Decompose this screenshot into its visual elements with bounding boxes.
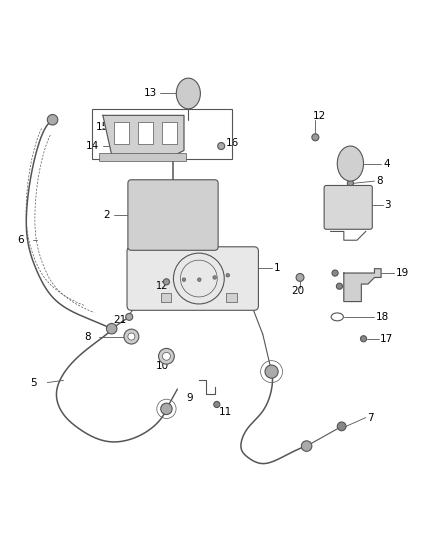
Circle shape <box>312 134 319 141</box>
Bar <box>162 122 177 144</box>
FancyBboxPatch shape <box>128 180 218 251</box>
Circle shape <box>360 336 367 342</box>
Text: 2: 2 <box>103 210 110 220</box>
Circle shape <box>218 142 225 150</box>
Circle shape <box>332 270 338 276</box>
Circle shape <box>337 422 346 431</box>
Bar <box>161 293 171 302</box>
Circle shape <box>296 273 304 281</box>
Circle shape <box>226 273 230 277</box>
Text: 12: 12 <box>155 281 168 291</box>
Text: 17: 17 <box>380 334 393 344</box>
Text: 9: 9 <box>186 393 193 403</box>
Text: 12: 12 <box>313 111 326 122</box>
Ellipse shape <box>337 146 364 181</box>
Bar <box>92 109 232 159</box>
Text: 8: 8 <box>376 176 382 186</box>
Circle shape <box>214 401 220 408</box>
Bar <box>114 122 129 144</box>
Circle shape <box>47 115 58 125</box>
Text: 1: 1 <box>274 263 280 272</box>
Text: 16: 16 <box>226 138 239 148</box>
Circle shape <box>126 313 133 320</box>
Circle shape <box>159 349 174 364</box>
Circle shape <box>106 324 117 334</box>
Text: 6: 6 <box>18 235 24 245</box>
Circle shape <box>265 365 278 378</box>
Text: 3: 3 <box>385 200 391 210</box>
FancyBboxPatch shape <box>127 247 258 310</box>
Text: 15: 15 <box>95 122 109 132</box>
Circle shape <box>198 278 201 281</box>
Circle shape <box>161 403 172 415</box>
Circle shape <box>124 329 139 344</box>
Text: 21: 21 <box>113 315 126 325</box>
Text: 10: 10 <box>155 361 169 372</box>
Circle shape <box>163 279 170 285</box>
Circle shape <box>128 333 135 340</box>
Circle shape <box>301 441 312 451</box>
Bar <box>138 122 153 144</box>
Text: 13: 13 <box>144 88 157 99</box>
Circle shape <box>213 276 216 279</box>
Circle shape <box>182 278 186 281</box>
Text: 19: 19 <box>396 268 409 278</box>
Polygon shape <box>103 115 184 155</box>
Circle shape <box>347 180 353 187</box>
Text: 8: 8 <box>85 332 91 342</box>
Text: 7: 7 <box>367 413 374 423</box>
Ellipse shape <box>176 78 200 109</box>
Polygon shape <box>344 269 381 302</box>
Text: 20: 20 <box>291 286 304 296</box>
Bar <box>226 293 237 302</box>
Circle shape <box>162 352 170 360</box>
Text: 18: 18 <box>376 312 389 322</box>
Circle shape <box>336 283 343 289</box>
Text: 5: 5 <box>31 377 37 387</box>
Bar <box>99 152 186 161</box>
Text: 4: 4 <box>383 159 390 168</box>
Text: 14: 14 <box>86 141 99 151</box>
FancyBboxPatch shape <box>324 185 372 229</box>
Text: 11: 11 <box>219 407 232 417</box>
